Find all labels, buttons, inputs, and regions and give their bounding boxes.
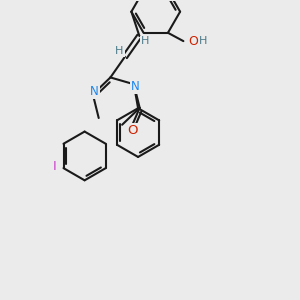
Text: H: H xyxy=(199,36,207,46)
Text: O: O xyxy=(188,34,198,48)
Text: N: N xyxy=(131,80,140,93)
Text: H: H xyxy=(141,36,149,46)
Text: O: O xyxy=(127,124,137,137)
Text: N: N xyxy=(90,85,99,98)
Text: I: I xyxy=(53,160,56,173)
Text: H: H xyxy=(116,46,124,56)
